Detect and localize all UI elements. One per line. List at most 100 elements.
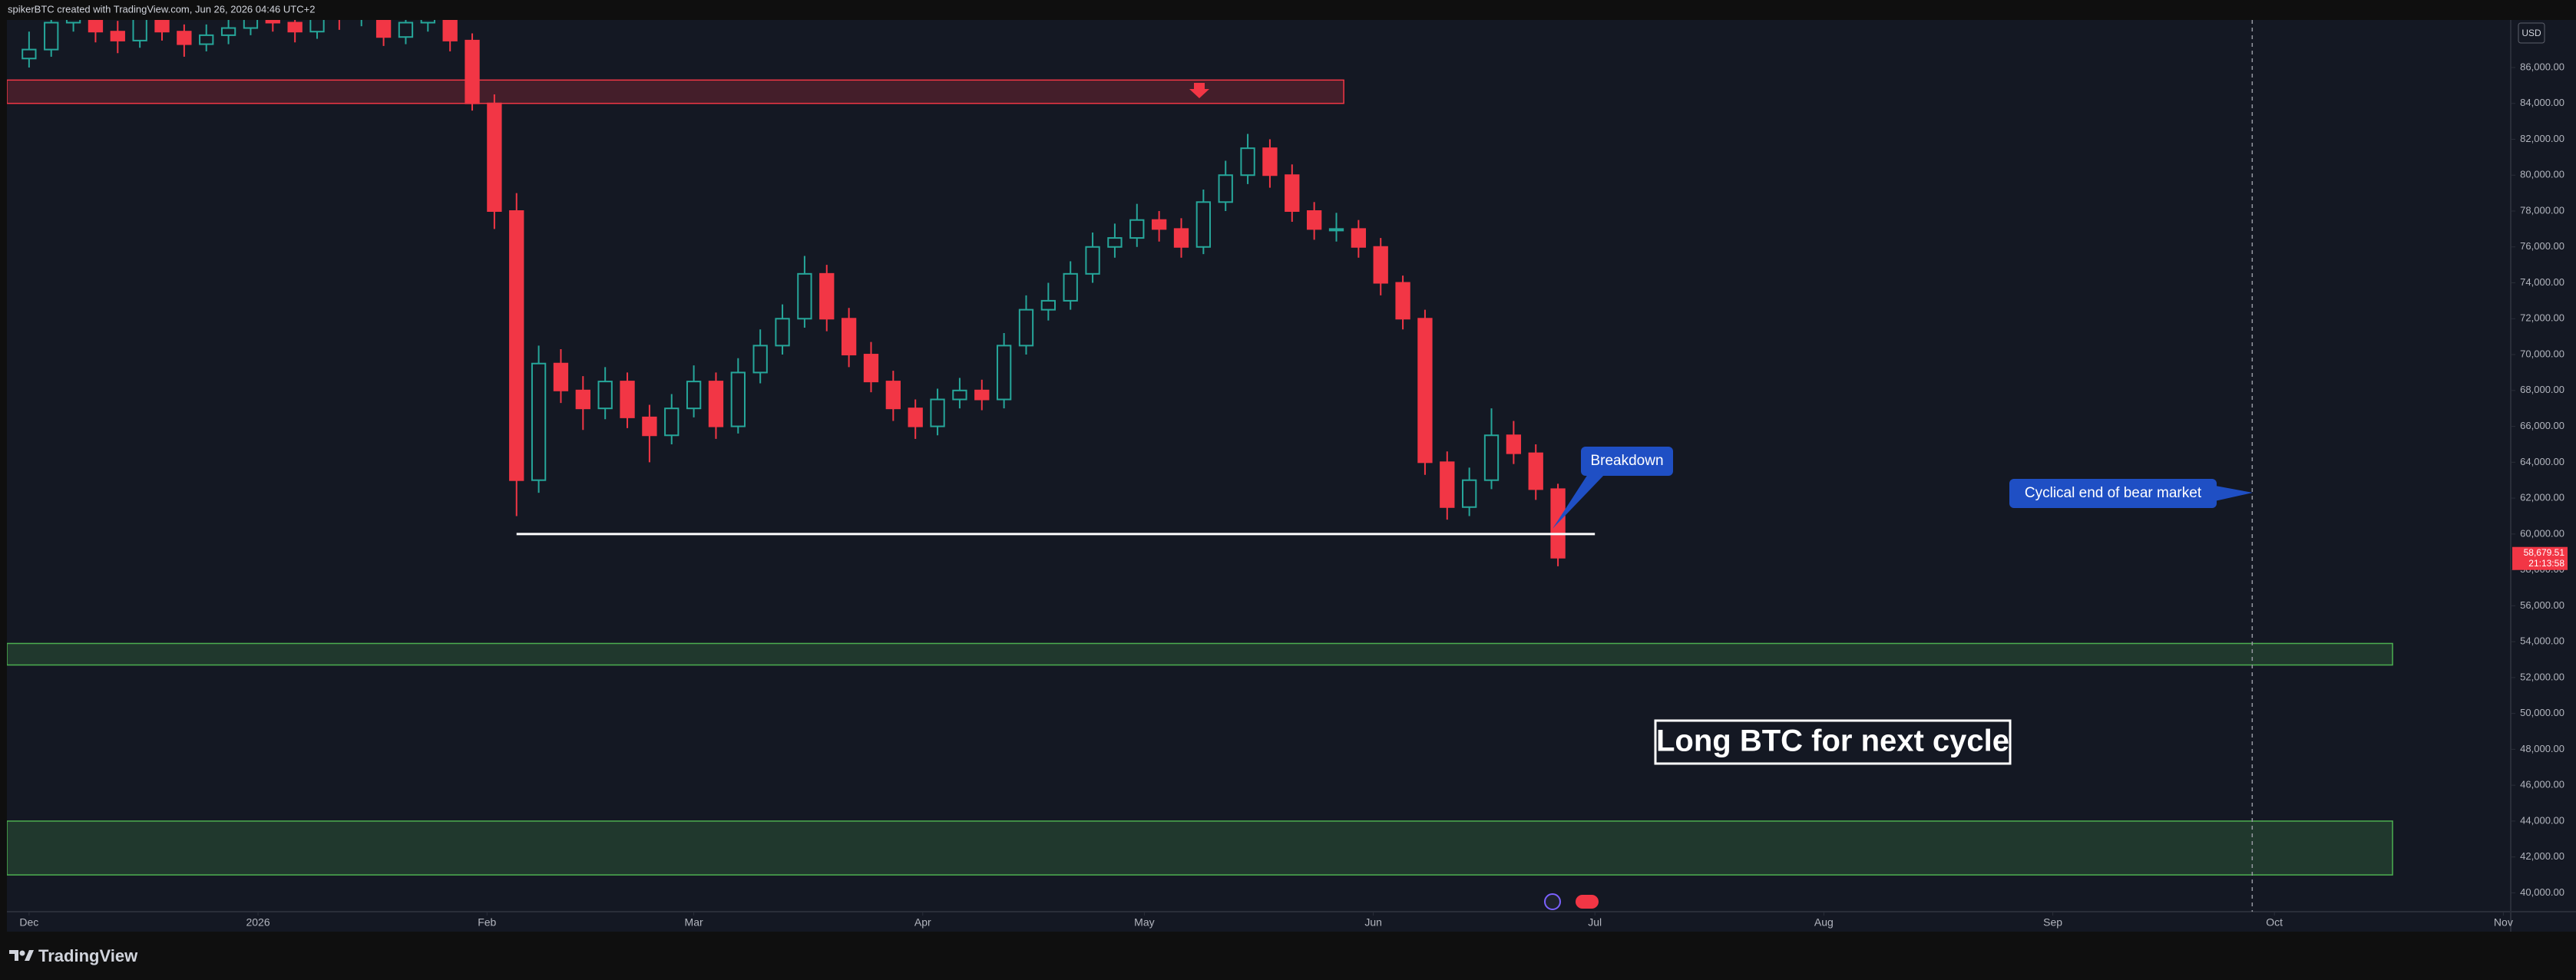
x-tick-label: Nov: [2494, 916, 2513, 929]
candle-body: [1285, 174, 1300, 213]
zone: [7, 79, 1344, 104]
banner-text: Long BTC for next cycle: [1656, 724, 2009, 758]
callout-pointer: [2211, 485, 2253, 502]
candle-body: [132, 20, 147, 41]
candle-body: [553, 362, 569, 391]
candle-body: [1395, 282, 1410, 320]
y-tick-label: 70,000.00: [2520, 348, 2564, 359]
y-tick-label: 68,000.00: [2520, 384, 2564, 395]
x-tick-label: Sep: [2043, 916, 2062, 929]
y-tick-label: 40,000.00: [2520, 886, 2564, 898]
candle-body: [775, 318, 790, 347]
x-tick-label: May: [1134, 916, 1154, 929]
candle-body: [1506, 434, 1522, 454]
banner-box: [1654, 719, 2012, 765]
y-tick-label: 42,000.00: [2520, 850, 2564, 862]
x-tick-label: 2026: [246, 916, 270, 929]
candle-body: [1306, 210, 1322, 230]
y-tick-label: 46,000.00: [2520, 779, 2564, 790]
x-tick-label: Jul: [1588, 916, 1602, 929]
candle-body: [1018, 309, 1034, 347]
x-tick-label: Apr: [914, 916, 931, 929]
candle-body: [420, 20, 435, 24]
candle-body: [1440, 461, 1455, 508]
y-tick-label: 76,000.00: [2520, 240, 2564, 252]
y-tick-label: 60,000.00: [2520, 527, 2564, 539]
candle-body: [398, 21, 414, 38]
y-tick-label: 86,000.00: [2520, 61, 2564, 72]
last-price-box: [2512, 546, 2568, 570]
candle-body: [509, 210, 524, 481]
candle-body: [1240, 147, 1255, 177]
candle-body: [1351, 228, 1367, 248]
callout-text: Breakdown: [1590, 453, 1663, 469]
y-tick-label: 56,000.00: [2520, 599, 2564, 611]
y-tick-label: 78,000.00: [2520, 204, 2564, 216]
candle-body: [930, 398, 945, 427]
candle-body: [974, 389, 990, 401]
header-text: spikerBTC created with TradingView.com, …: [8, 3, 315, 15]
callout-text: Cyclical end of bear market: [2025, 485, 2202, 501]
time-axis: [7, 912, 2511, 932]
candle-body: [1328, 228, 1344, 232]
candle-body: [752, 345, 768, 374]
candle-body: [797, 272, 812, 320]
brand: TradingView: [38, 946, 138, 965]
candle-body: [575, 389, 590, 410]
candle-body: [1151, 219, 1167, 230]
candle-body: [375, 20, 392, 38]
candle-body: [65, 20, 81, 24]
candle-body: [1262, 147, 1278, 177]
y-tick-label: 52,000.00: [2520, 671, 2564, 682]
y-tick-label: 44,000.00: [2520, 814, 2564, 826]
y-tick-label: 50,000.00: [2520, 707, 2564, 718]
x-tick-label: Mar: [685, 916, 703, 929]
candle-body: [265, 20, 280, 24]
candle-body: [531, 362, 547, 481]
x-tick-label: Feb: [478, 916, 496, 929]
currency: USD: [2521, 28, 2541, 38]
candle-body: [597, 381, 613, 410]
y-tick-label: 66,000.00: [2520, 420, 2564, 431]
candle-body: [908, 408, 923, 427]
candle-body: [487, 102, 502, 212]
zone: [7, 820, 2393, 876]
candle-body: [44, 21, 59, 51]
candle-body: [1218, 174, 1233, 203]
y-tick-label: 54,000.00: [2520, 635, 2564, 647]
candle-body: [110, 31, 125, 41]
event-icons: [1544, 893, 1599, 910]
candle-body: [1040, 299, 1057, 311]
x-tick-label: Aug: [1814, 916, 1834, 929]
callout-box: [2009, 479, 2217, 508]
candle-body: [1483, 434, 1500, 481]
candle-body: [243, 20, 259, 29]
candle-body: [708, 381, 724, 427]
candle-body: [21, 48, 37, 60]
candle-body: [1107, 237, 1123, 248]
candle-body: [642, 416, 657, 437]
candle-body: [177, 31, 192, 45]
currency-box: [2518, 22, 2545, 44]
candle-body: [1550, 488, 1566, 559]
brand-logo: [9, 950, 34, 961]
chart-layer: [7, 20, 2393, 912]
candle-body: [1063, 272, 1078, 302]
y-tick-label: 64,000.00: [2520, 456, 2564, 467]
candle-body: [1129, 219, 1145, 239]
candle-body: [1461, 479, 1477, 508]
x-tick-label: Jun: [1364, 916, 1382, 929]
candle-body: [309, 20, 325, 33]
y-tick-label: 72,000.00: [2520, 312, 2564, 324]
candle-body: [287, 21, 303, 33]
y-tick-label: 84,000.00: [2520, 97, 2564, 108]
x-tick-label: Dec: [19, 916, 38, 929]
y-tick-label: 80,000.00: [2520, 169, 2564, 180]
candle-body: [442, 20, 458, 41]
candle-body: [220, 27, 236, 36]
candle-body: [819, 272, 835, 320]
candle-body: [154, 20, 170, 33]
candle-body: [664, 408, 680, 437]
candle-body: [952, 389, 967, 401]
